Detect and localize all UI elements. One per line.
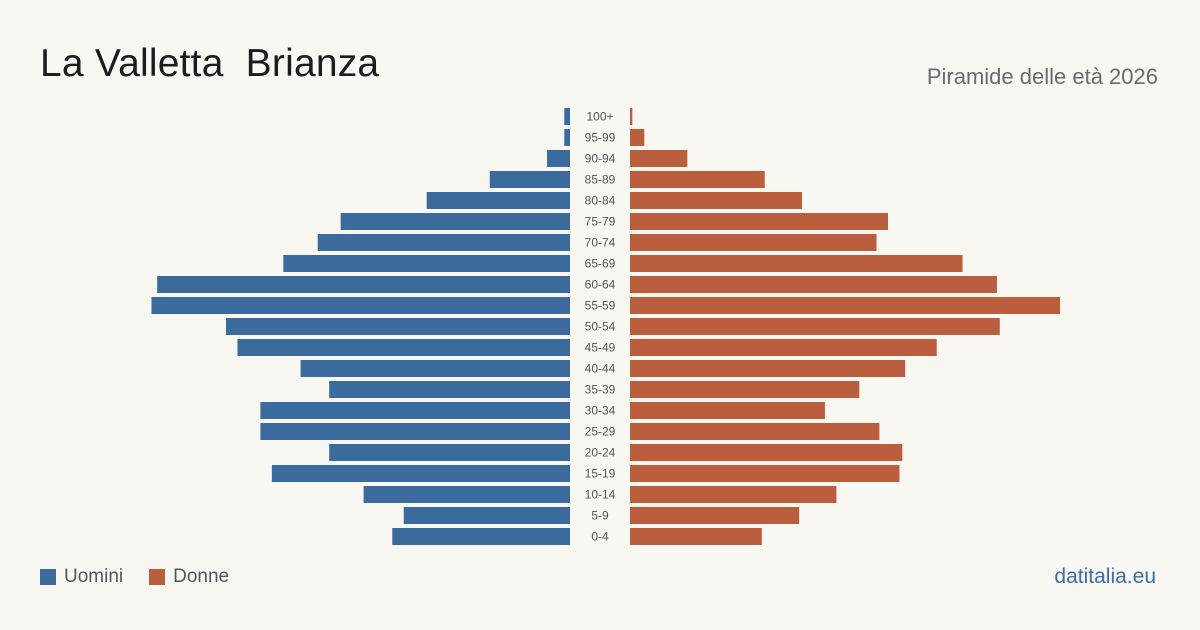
legend-swatch-women [149,569,166,585]
bar-men-100+ [564,108,570,125]
bar-men-45-49 [237,339,570,356]
legend-item-men: Uomini [40,566,123,588]
bar-men-30-34 [260,402,570,419]
bar-women-25-29 [630,423,880,440]
age-label-60-64: 60-64 [585,278,616,292]
bar-women-60-64 [630,276,997,293]
source-link[interactable]: datitalia.eu [1054,565,1156,588]
bar-men-20-24 [329,444,570,461]
bar-women-75-79 [630,213,888,230]
age-label-95-99: 95-99 [585,131,616,145]
bar-women-30-34 [630,402,825,419]
bar-women-65-69 [630,255,963,272]
chart-title: La Valletta Brianza [40,42,380,85]
bar-men-35-39 [329,381,570,398]
bar-women-45-49 [630,339,937,356]
age-label-55-59: 55-59 [585,299,616,313]
legend-swatch-men [40,569,56,585]
bar-men-60-64 [157,276,570,293]
bar-women-0-4 [630,528,762,545]
bar-men-10-14 [363,486,570,503]
age-label-45-49: 45-49 [585,341,616,355]
men-bars [151,108,570,545]
bar-women-10-14 [630,486,837,503]
bar-men-0-4 [392,528,570,545]
bar-men-55-59 [151,297,570,314]
bar-women-50-54 [630,318,1000,335]
legend: Uomini Donne [40,566,255,588]
bar-women-40-44 [630,360,906,377]
bar-men-40-44 [300,360,570,377]
age-label-25-29: 25-29 [585,425,616,439]
age-label-40-44: 40-44 [585,362,616,376]
bar-women-20-24 [630,444,903,461]
age-label-30-34: 30-34 [585,404,616,418]
age-label-75-79: 75-79 [585,215,616,229]
bar-women-100+ [630,108,633,125]
legend-label-men: Uomini [64,566,124,587]
bar-women-95-99 [630,129,645,146]
bar-men-75-79 [340,213,570,230]
bar-women-90-94 [630,150,688,167]
age-label-65-69: 65-69 [585,257,616,271]
age-label-90-94: 90-94 [585,152,616,166]
bar-women-35-39 [630,381,860,398]
bar-men-15-19 [271,465,570,482]
bar-men-80-84 [426,192,570,209]
chart-subtitle: Piramide delle età 2026 [926,64,1158,89]
bar-men-95-99 [564,129,570,146]
bar-men-50-54 [226,318,570,335]
age-label-85-89: 85-89 [585,173,616,187]
age-labels: 100+ 95-99 90-94 85-89 80-84 75-79 70-74 65-69 6… [585,110,616,544]
bar-women-15-19 [630,465,900,482]
legend-item-women: Donne [149,566,229,588]
bar-women-55-59 [630,297,1060,314]
bar-men-70-74 [317,234,570,251]
bar-women-70-74 [630,234,877,251]
bar-men-65-69 [283,255,570,272]
bar-women-85-89 [630,171,765,188]
age-label-0-4: 0-4 [591,530,609,544]
age-label-70-74: 70-74 [585,236,616,250]
age-label-80-84: 80-84 [585,194,616,208]
age-label-10-14: 10-14 [585,488,616,502]
age-label-100+: 100+ [586,110,613,124]
bar-women-80-84 [630,192,802,209]
age-label-50-54: 50-54 [585,320,616,334]
bar-men-85-89 [489,171,570,188]
legend-label-women: Donne [173,566,230,587]
bar-men-5-9 [403,507,570,524]
age-label-20-24: 20-24 [585,446,616,460]
age-label-15-19: 15-19 [585,467,616,481]
bar-men-90-94 [547,150,570,167]
age-label-5-9: 5-9 [591,509,609,523]
women-bars [630,108,1060,545]
age-label-35-39: 35-39 [585,383,616,397]
bar-men-25-29 [260,423,570,440]
bar-women-5-9 [630,507,800,524]
